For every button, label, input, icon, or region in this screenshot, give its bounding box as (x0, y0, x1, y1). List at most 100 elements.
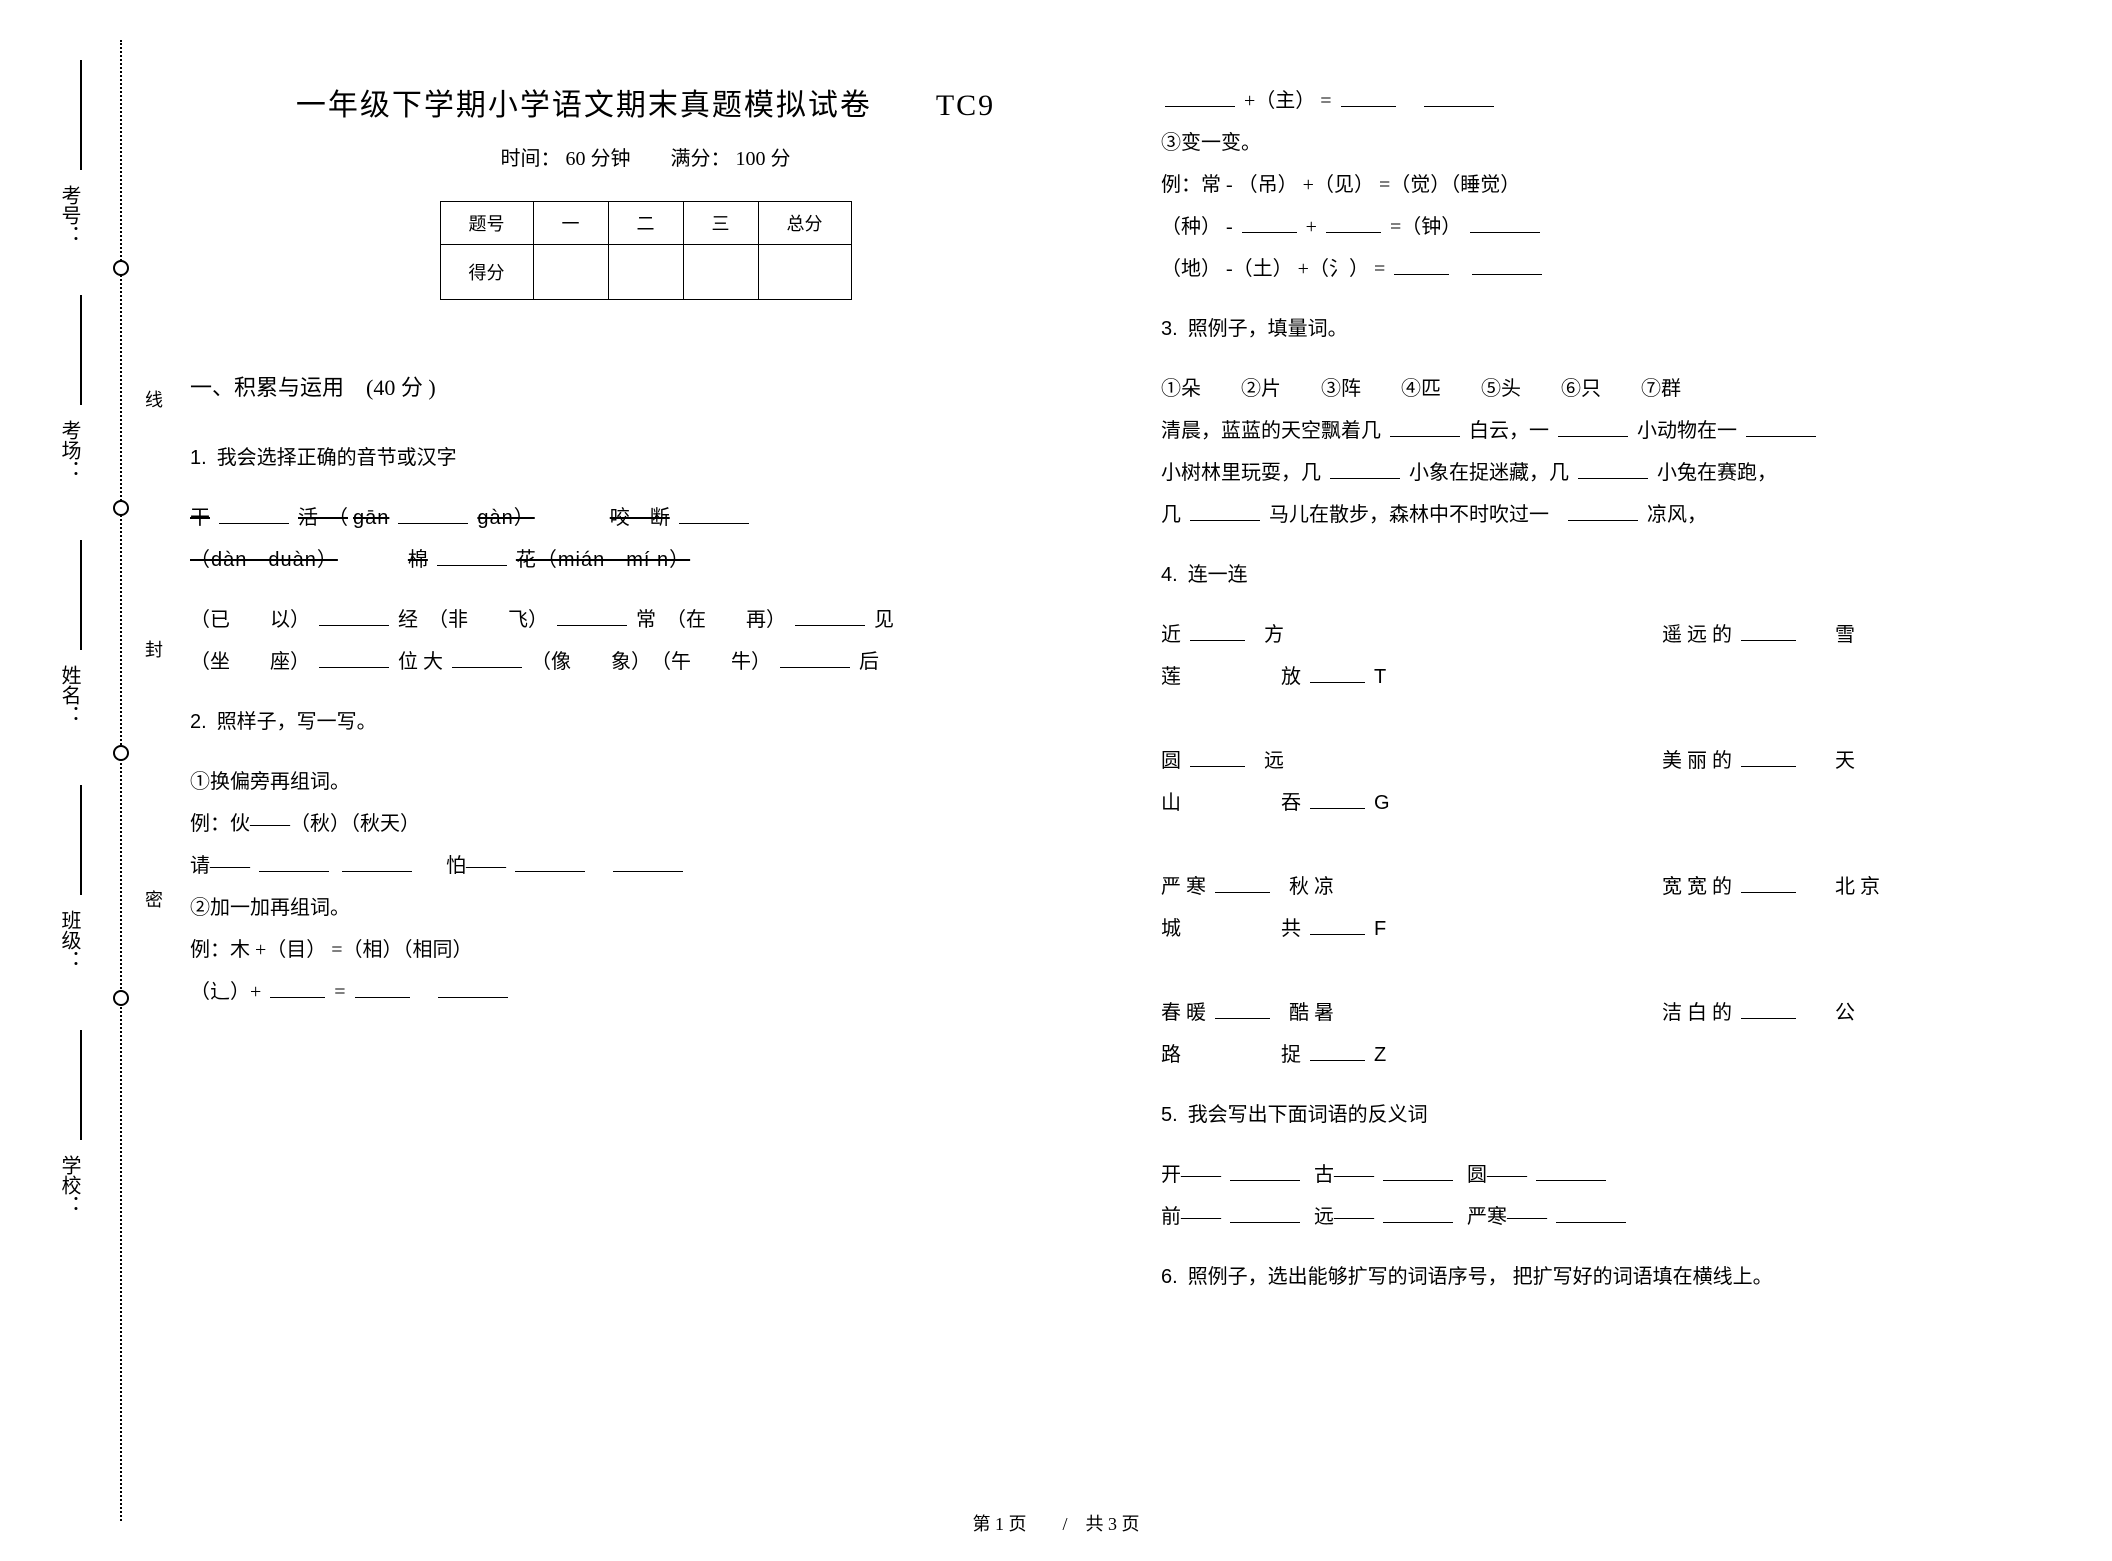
q3-l2c: 小兔在赛跑， (1657, 462, 1777, 484)
table-row: 得分 (440, 245, 851, 300)
q2-p4: ②加一加再组词。 (190, 897, 350, 919)
answer-blank[interactable] (270, 978, 325, 998)
answer-blank[interactable] (342, 852, 412, 872)
q3-num: 3. (1161, 318, 1178, 340)
answer-blank[interactable] (319, 606, 389, 626)
answer-blank[interactable] (219, 504, 289, 524)
td-blank[interactable] (758, 245, 851, 300)
answer-blank[interactable] (1190, 747, 1245, 767)
answer-blank[interactable] (319, 648, 389, 668)
answer-blank[interactable] (1390, 417, 1460, 437)
answer-blank[interactable] (1190, 501, 1260, 521)
t: 近 (1161, 624, 1181, 646)
answer-blank[interactable] (1470, 213, 1540, 233)
answer-blank[interactable] (795, 606, 865, 626)
answer-blank[interactable] (1326, 213, 1381, 233)
q1-l1c: gān (353, 507, 389, 529)
answer-blank[interactable] (1310, 663, 1365, 683)
answer-blank[interactable] (1568, 501, 1638, 521)
answer-blank[interactable] (1190, 621, 1245, 641)
q6-num: 6. (1161, 1266, 1178, 1288)
answer-blank[interactable] (1556, 1203, 1626, 1223)
t: 开—— (1161, 1164, 1221, 1186)
exam-subtitle: 时间： 60 分钟 满分： 100 分 (190, 142, 1101, 171)
guide-line (80, 295, 82, 405)
t: 严 寒 (1161, 876, 1206, 898)
q2-r2: ③变一变。 (1161, 132, 1261, 154)
answer-blank[interactable] (1230, 1203, 1300, 1223)
q5-num: 5. (1161, 1104, 1178, 1126)
q3-l1c: 小动物在一 (1637, 420, 1737, 442)
q2-p5: 例：木 +（目） =（相）（相同） (190, 939, 473, 961)
exam-title: 一年级下学期小学语文期末真题模拟试卷 TC9 (190, 80, 1101, 124)
answer-blank[interactable] (259, 852, 329, 872)
answer-blank[interactable] (1536, 1161, 1606, 1181)
answer-blank[interactable] (1472, 255, 1542, 275)
page-root: 考号： 考场： 线 姓名： 封 班级： 密 学校： 一年级下学期小学语文期末真题… (0, 0, 2112, 1561)
answer-blank[interactable] (1230, 1161, 1300, 1181)
q3-title: 照例子，填量词。 (1188, 318, 1348, 340)
q1-num: 1. (190, 447, 207, 469)
q3-body: ①朵 ②片 ③阵 ④匹 ⑤头 ⑥只 ⑦群 清晨，蓝蓝的天空飘着几 白云，一 小动… (1161, 368, 2072, 536)
q1-l4d: 后 (859, 651, 879, 673)
q1-l3b: 经 （非 飞） (398, 609, 548, 631)
t: 古—— (1314, 1164, 1374, 1186)
answer-blank[interactable] (1330, 459, 1400, 479)
q3-l1a: 清晨，蓝蓝的天空飘着几 (1161, 420, 1381, 442)
q1-l1d: gàn） (477, 507, 534, 529)
answer-blank[interactable] (1394, 255, 1449, 275)
answer-blank[interactable] (1741, 999, 1796, 1019)
answer-blank[interactable] (679, 504, 749, 524)
answer-blank[interactable] (452, 648, 522, 668)
vtext-mi: 密 (140, 890, 166, 908)
answer-blank[interactable] (1215, 999, 1270, 1019)
answer-blank[interactable] (1242, 213, 1297, 233)
t: 遥 远 的 (1662, 624, 1732, 646)
answer-blank[interactable] (1578, 459, 1648, 479)
q1-line1: 干 活 （ gān gàn） 咬 断 （dàn duàn） 棉 花（mián m… (190, 497, 1101, 581)
answer-blank[interactable] (780, 648, 850, 668)
answer-blank[interactable] (1310, 1041, 1365, 1061)
answer-blank[interactable] (515, 852, 585, 872)
answer-blank[interactable] (1165, 87, 1235, 107)
answer-blank[interactable] (557, 606, 627, 626)
q2-p3b: 怕—— (446, 855, 506, 877)
t: G (1374, 792, 1391, 814)
dot-circle (113, 260, 129, 276)
q3-l3a: 几 (1161, 504, 1181, 526)
left-column: 一年级下学期小学语文期末真题模拟试卷 TC9 时间： 60 分钟 满分： 100… (190, 80, 1101, 1501)
answer-blank[interactable] (1741, 747, 1796, 767)
answer-blank[interactable] (437, 546, 507, 566)
q1-l4: （坐 座） (190, 651, 310, 673)
th-3: 三 (683, 202, 758, 245)
answer-blank[interactable] (613, 852, 683, 872)
td-blank[interactable] (683, 245, 758, 300)
q1-l1e: 咬 断 (610, 507, 670, 529)
t: 方 (1264, 624, 1284, 646)
answer-blank[interactable] (1341, 87, 1396, 107)
q2-p2: 例：伙——（秋）（秋天） (190, 813, 420, 835)
answer-blank[interactable] (1424, 87, 1494, 107)
answer-blank[interactable] (355, 978, 410, 998)
q1-l2a: （dàn duàn） (190, 549, 338, 571)
answer-blank[interactable] (1558, 417, 1628, 437)
answer-blank[interactable] (1310, 915, 1365, 935)
answer-blank[interactable] (1741, 873, 1796, 893)
q1-l4b: 位 大 (398, 651, 443, 673)
t: 前—— (1161, 1206, 1221, 1228)
answer-blank[interactable] (1383, 1203, 1453, 1223)
td-blank[interactable] (608, 245, 683, 300)
q1-line3: （已 以） 经 （非 飞） 常 （在 再） 见 （坐 座） 位 大 （像 象） … (190, 599, 1101, 683)
answer-blank[interactable] (1746, 417, 1816, 437)
t: 秋 凉 (1289, 876, 1334, 898)
td-blank[interactable] (533, 245, 608, 300)
answer-blank[interactable] (1741, 621, 1796, 641)
answer-blank[interactable] (1383, 1161, 1453, 1181)
q2-p6b: = (334, 981, 345, 1003)
answer-blank[interactable] (1215, 873, 1270, 893)
answer-blank[interactable] (398, 504, 468, 524)
label-room: 考场： (55, 420, 84, 480)
answer-blank[interactable] (438, 978, 508, 998)
question-6: 6. 照例子，选出能够扩写的词语序号， 把扩写好的词语填在横线上。 (1161, 1256, 2072, 1298)
answer-blank[interactable] (1310, 789, 1365, 809)
